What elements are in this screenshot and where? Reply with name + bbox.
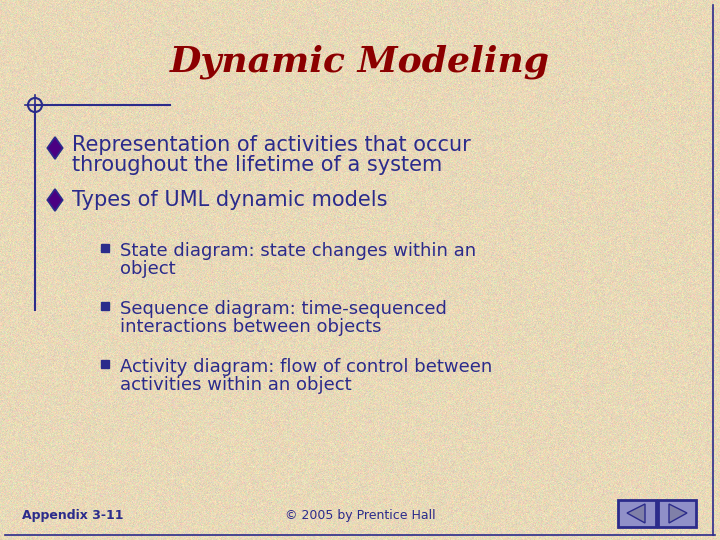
Text: Types of UML dynamic models: Types of UML dynamic models <box>72 190 387 210</box>
Text: Appendix 3-11: Appendix 3-11 <box>22 510 124 523</box>
Text: Sequence diagram: time-sequenced: Sequence diagram: time-sequenced <box>120 300 447 318</box>
FancyBboxPatch shape <box>618 500 656 527</box>
Text: object: object <box>120 260 176 278</box>
Text: interactions between objects: interactions between objects <box>120 318 382 336</box>
Polygon shape <box>48 137 63 159</box>
Text: Activity diagram: flow of control between: Activity diagram: flow of control betwee… <box>120 358 492 376</box>
Polygon shape <box>669 504 687 523</box>
Text: activities within an object: activities within an object <box>120 376 351 394</box>
Polygon shape <box>627 504 645 523</box>
Text: © 2005 by Prentice Hall: © 2005 by Prentice Hall <box>284 510 436 523</box>
Text: Dynamic Modeling: Dynamic Modeling <box>170 45 550 79</box>
FancyBboxPatch shape <box>658 500 696 527</box>
Text: Representation of activities that occur: Representation of activities that occur <box>72 135 471 155</box>
Text: State diagram: state changes within an: State diagram: state changes within an <box>120 242 476 260</box>
Text: throughout the lifetime of a system: throughout the lifetime of a system <box>72 155 442 175</box>
Polygon shape <box>48 189 63 211</box>
Bar <box>101 302 109 310</box>
Bar <box>101 360 109 368</box>
Bar <box>101 244 109 252</box>
